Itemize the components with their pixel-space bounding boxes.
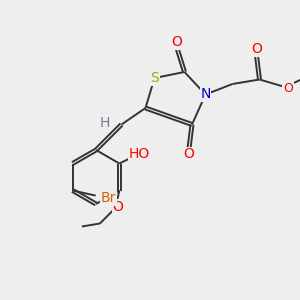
Text: H: H (100, 116, 110, 130)
Text: O: O (112, 200, 123, 214)
Text: Br: Br (101, 191, 116, 205)
Text: O: O (172, 35, 182, 49)
Text: O: O (283, 82, 293, 95)
Text: N: N (200, 88, 211, 101)
Text: S: S (150, 71, 159, 85)
Text: HO: HO (128, 148, 149, 161)
Text: O: O (251, 42, 262, 56)
Text: O: O (184, 148, 194, 161)
